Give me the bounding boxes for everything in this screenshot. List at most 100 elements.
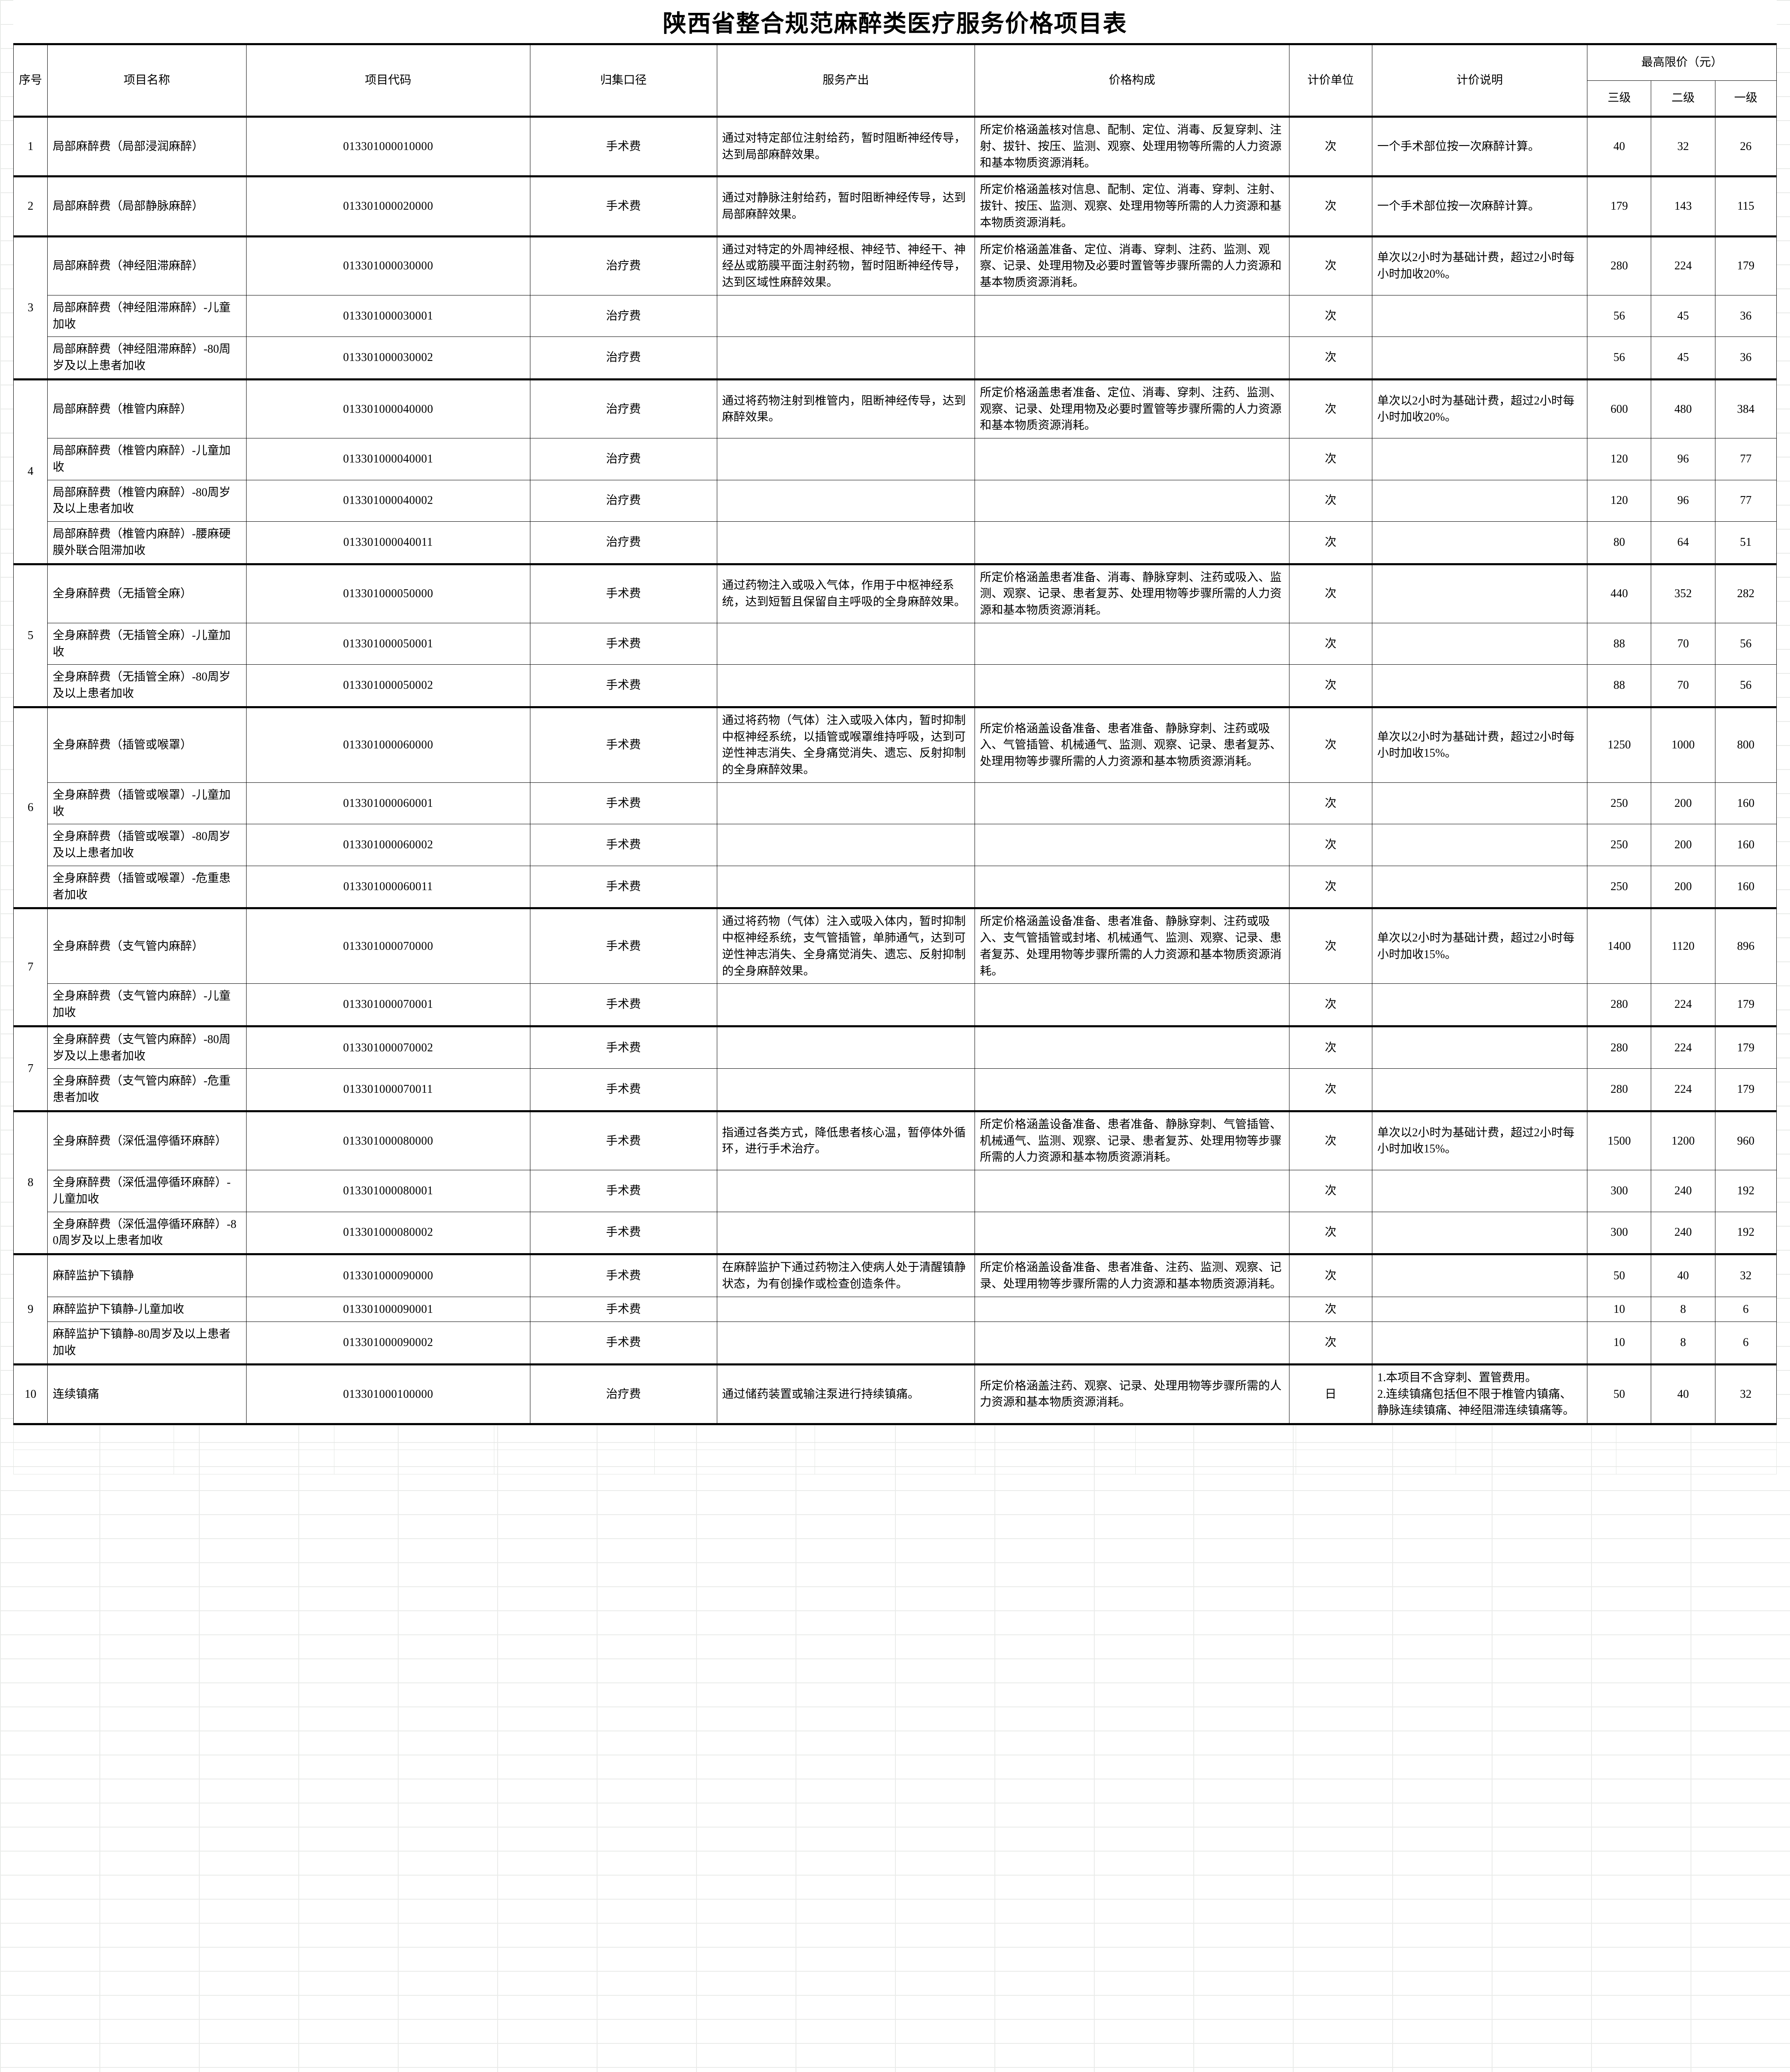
cell-item-name: 全身麻醉费（插管或喉罩）-儿童加收 xyxy=(47,782,247,825)
cell-price-level3: 250 xyxy=(1587,865,1652,909)
cell-service-output xyxy=(716,865,975,909)
cell-price-level1: 77 xyxy=(1715,479,1777,522)
cell-price-level1: 51 xyxy=(1715,521,1777,564)
cell-category: 治疗费 xyxy=(530,336,717,380)
cell-pricing-unit: 次 xyxy=(1289,175,1372,237)
cell-pricing-note: 1.本项目不含穿刺、置管费用。 2.连续镇痛包括但不限于椎管内镇痛、静脉连续镇痛… xyxy=(1372,1363,1588,1426)
cell-pricing-unit: 次 xyxy=(1289,563,1372,623)
col-header-price-group: 最高限价（元） xyxy=(1587,43,1777,81)
empty-cell xyxy=(494,1425,655,1450)
cell-item-code: 013301000070011 xyxy=(246,1068,530,1111)
cell-price-level2: 240 xyxy=(1651,1170,1715,1212)
cell-service-output xyxy=(716,824,975,866)
cell-price-level3: 56 xyxy=(1587,295,1652,337)
cell-item-name: 局部麻醉费（神经阻滞麻醉） xyxy=(47,235,247,295)
cell-sequence-number: 9 xyxy=(13,1253,48,1365)
cell-price-level1: 77 xyxy=(1715,438,1777,480)
cell-service-output: 通过储药装置或输注泵进行持续镇痛。 xyxy=(716,1363,975,1426)
cell-price-level2: 96 xyxy=(1651,479,1715,522)
cell-category: 治疗费 xyxy=(530,378,717,439)
cell-item-name: 全身麻醉费（支气管内麻醉）-危重患者加收 xyxy=(47,1068,247,1111)
cell-item-name: 麻醉监护下镇静-儿童加收 xyxy=(47,1296,247,1322)
cell-pricing-note xyxy=(1372,336,1588,380)
table-row: 7 全身麻醉费（支气管内麻醉）-80周岁及以上患者加收 01330100007000… xyxy=(13,1025,1777,1111)
table-row: 局部麻醉费（椎管内麻醉）-腰麻硬膜外联合阻滞加收 013301000040011 治… xyxy=(14,521,1777,564)
cell-pricing-note xyxy=(1372,782,1588,825)
empty-cell xyxy=(654,1425,815,1450)
cell-pricing-note xyxy=(1372,1296,1588,1322)
cell-price-composition xyxy=(974,1322,1290,1365)
cell-price-level2: 224 xyxy=(1651,1025,1715,1069)
cell-pricing-unit: 次 xyxy=(1289,1170,1372,1212)
cell-price-level3: 50 xyxy=(1587,1253,1652,1297)
cell-price-level1: 160 xyxy=(1715,865,1777,909)
cell-price-composition xyxy=(974,865,1290,909)
cell-price-composition xyxy=(974,1170,1290,1212)
cell-item-name: 局部麻醉费（椎管内麻醉）-腰麻硬膜外联合阻滞加收 xyxy=(47,521,247,564)
cell-service-output xyxy=(716,1322,975,1365)
cell-item-code: 013301000090000 xyxy=(246,1253,530,1297)
cell-price-level1: 192 xyxy=(1715,1211,1777,1254)
cell-pricing-note xyxy=(1372,824,1588,866)
cell-item-code: 013301000040011 xyxy=(246,521,530,564)
cell-service-output xyxy=(716,1211,975,1254)
cell-price-level2: 143 xyxy=(1651,175,1715,237)
cell-price-level3: 10 xyxy=(1587,1322,1652,1365)
table-row: 6 全身麻醉费（插管或喉罩） 013301000060000 手术费 通过将药物（气体）… xyxy=(13,706,1777,909)
cell-category: 手术费 xyxy=(530,175,717,237)
cell-pricing-note: 单次以2小时为基础计费，超过2小时每小时加收20%。 xyxy=(1372,235,1588,295)
empty-row xyxy=(13,1425,1777,1450)
cell-pricing-note xyxy=(1372,295,1588,337)
cell-pricing-unit: 日 xyxy=(1289,1363,1372,1426)
cell-pricing-unit: 次 xyxy=(1289,1253,1372,1297)
cell-price-level1: 36 xyxy=(1715,295,1777,337)
cell-price-level3: 280 xyxy=(1587,983,1652,1026)
cell-pricing-note xyxy=(1372,664,1588,707)
cell-pricing-unit: 次 xyxy=(1289,622,1372,665)
col-header-seq: 序号 xyxy=(13,43,48,117)
cell-pricing-unit: 次 xyxy=(1289,521,1372,564)
cell-pricing-note xyxy=(1372,865,1588,909)
cell-price-composition: 所定价格涵盖核对信息、配制、定位、消毒、反复穿刺、注射、拔针、按压、监测、观察、… xyxy=(974,115,1290,177)
cell-item-name: 全身麻醉费（深低温停循环麻醉）-80周岁及以上患者加收 xyxy=(47,1211,247,1254)
cell-price-level1: 32 xyxy=(1715,1253,1777,1297)
table-row: 全身麻醉费（插管或喉罩）-儿童加收 013301000060001 手术费 次 250 2… xyxy=(14,782,1777,825)
cell-category: 手术费 xyxy=(530,1322,717,1365)
cell-item-name: 全身麻醉费（无插管全麻） xyxy=(47,563,247,623)
cell-item-name: 局部麻醉费（神经阻滞麻醉）-儿童加收 xyxy=(47,295,247,337)
col-header-note: 计价说明 xyxy=(1372,43,1588,117)
empty-cell xyxy=(1456,1425,1617,1450)
cell-pricing-note: 单次以2小时为基础计费，超过2小时每小时加收15%。 xyxy=(1372,1110,1588,1171)
cell-item-code: 013301000080000 xyxy=(246,1110,530,1171)
cell-price-level3: 179 xyxy=(1587,175,1652,237)
cell-item-name: 全身麻醉费（插管或喉罩）-危重患者加收 xyxy=(47,865,247,909)
cell-sequence-number: 1 xyxy=(13,115,48,177)
cell-price-level2: 224 xyxy=(1651,235,1715,295)
cell-sequence-number: 6 xyxy=(13,706,48,909)
empty-cell xyxy=(1295,1450,1456,1474)
empty-cell xyxy=(975,1425,1136,1450)
col-header-category: 归集口径 xyxy=(530,43,717,117)
cell-service-output xyxy=(716,336,975,380)
cell-price-level3: 300 xyxy=(1587,1211,1652,1254)
cell-price-level1: 384 xyxy=(1715,378,1777,439)
cell-pricing-unit: 次 xyxy=(1289,1296,1372,1322)
empty-cell xyxy=(1616,1450,1777,1474)
cell-pricing-unit: 次 xyxy=(1289,1110,1372,1171)
cell-pricing-unit: 次 xyxy=(1289,378,1372,439)
cell-service-output xyxy=(716,1170,975,1212)
cell-price-level1: 896 xyxy=(1715,907,1777,984)
cell-price-level1: 115 xyxy=(1715,175,1777,237)
cell-category: 手术费 xyxy=(530,865,717,909)
cell-service-output xyxy=(716,521,975,564)
cell-category: 手术费 xyxy=(530,1025,717,1069)
empty-cell xyxy=(334,1450,495,1474)
cell-pricing-note xyxy=(1372,983,1588,1026)
table-row: 全身麻醉费（支气管内麻醉）-危重患者加收 013301000070011 手术费 次 2… xyxy=(14,1068,1777,1111)
cell-price-level2: 224 xyxy=(1651,1068,1715,1111)
cell-pricing-note xyxy=(1372,438,1588,480)
cell-price-level3: 1500 xyxy=(1587,1110,1652,1171)
cell-price-level2: 32 xyxy=(1651,115,1715,177)
cell-price-level3: 40 xyxy=(1587,115,1652,177)
